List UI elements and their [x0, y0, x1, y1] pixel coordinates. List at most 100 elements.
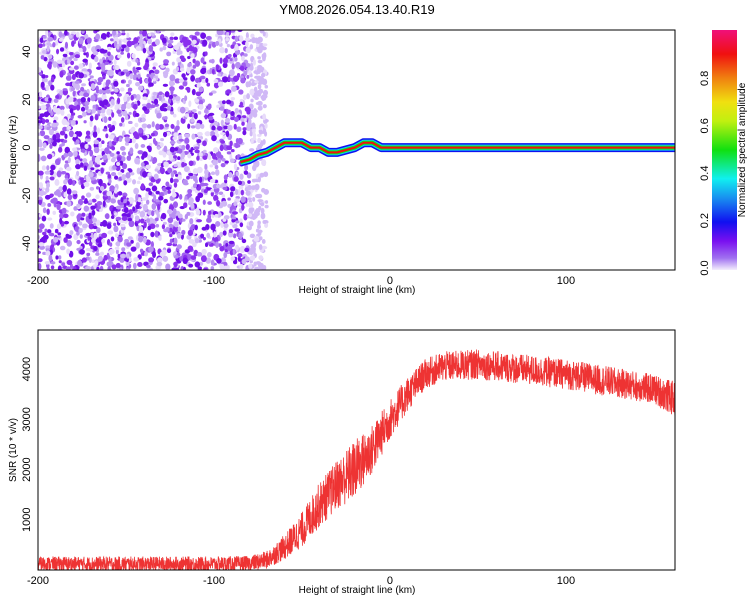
noise-point [237, 189, 241, 196]
noise-point [89, 75, 94, 79]
noise-point [98, 178, 103, 186]
noise-point [55, 255, 59, 260]
noise-point [206, 82, 211, 87]
noise-point [123, 180, 128, 186]
noise-point [81, 68, 88, 72]
noise-point [145, 264, 151, 269]
noise-point [192, 175, 198, 182]
noise-point [108, 179, 112, 184]
noise-point [233, 201, 238, 207]
noise-point [226, 151, 232, 155]
noise-point [38, 43, 43, 49]
noise-point [107, 195, 111, 201]
chart-title: YM08.2026.054.13.40.R19 [279, 2, 434, 17]
noise-point [154, 230, 159, 238]
noise-point [168, 94, 174, 100]
noise-point [243, 213, 248, 221]
noise-point [68, 250, 74, 258]
noise-point [239, 263, 244, 270]
noise-point [78, 47, 83, 52]
noise-point [167, 43, 172, 48]
noise-point [207, 103, 212, 111]
noise-point [217, 157, 222, 164]
noise-point [257, 199, 264, 203]
noise-point [249, 233, 256, 239]
noise-point [46, 182, 51, 189]
noise-point [91, 108, 96, 114]
noise-point [117, 191, 123, 196]
noise-point [256, 193, 263, 199]
noise-point [233, 176, 239, 182]
noise-point [207, 213, 212, 220]
noise-point [93, 139, 100, 145]
noise-point [66, 166, 72, 172]
noise-point [231, 218, 236, 223]
noise-point [129, 127, 136, 134]
noise-point [257, 64, 263, 70]
noise-point [155, 265, 160, 270]
noise-point [173, 155, 178, 159]
noise-point [97, 242, 103, 248]
noise-point [252, 246, 256, 253]
noise-point [257, 220, 261, 225]
noise-point [192, 46, 198, 54]
noise-point [101, 113, 106, 117]
noise-point [50, 76, 55, 83]
noise-point [257, 59, 263, 64]
noise-point [121, 122, 126, 128]
noise-point [208, 115, 214, 121]
noise-point [71, 180, 76, 186]
noise-point [210, 90, 217, 94]
noise-point [67, 58, 71, 65]
noise-point [162, 70, 169, 76]
noise-point [52, 105, 58, 113]
noise-point [228, 69, 235, 77]
noise-point [231, 216, 237, 220]
noise-point [49, 176, 55, 181]
noise-point [65, 233, 70, 238]
noise-point [186, 234, 192, 240]
noise-point [134, 122, 139, 128]
noise-point [83, 165, 88, 171]
noise-point [89, 115, 94, 122]
noise-point [170, 32, 175, 37]
noise-point [40, 104, 47, 111]
noise-point [225, 130, 230, 138]
noise-point [256, 229, 263, 234]
noise-point [128, 197, 135, 204]
noise-point [146, 124, 152, 129]
noise-point [124, 238, 130, 243]
noise-point [191, 88, 196, 96]
noise-point [249, 64, 254, 71]
noise-point [82, 58, 88, 63]
noise-point [151, 203, 157, 211]
noise-point [251, 128, 256, 134]
noise-point [211, 125, 216, 131]
noise-point [142, 236, 147, 244]
noise-point [111, 30, 117, 36]
noise-point [230, 44, 235, 49]
noise-point [68, 67, 75, 71]
noise-point [195, 91, 202, 97]
noise-point [252, 241, 257, 248]
noise-point [233, 163, 238, 171]
x-tick-label: -100 [203, 275, 225, 287]
noise-point [42, 43, 46, 47]
noise-point [78, 131, 82, 137]
noise-point [140, 218, 145, 224]
noise-point [153, 194, 157, 202]
noise-point [121, 30, 126, 34]
noise-point [80, 96, 86, 103]
noise-point [239, 101, 244, 107]
noise-point [120, 103, 127, 111]
noise-point [117, 253, 121, 259]
noise-point [200, 123, 205, 129]
noise-point [220, 113, 227, 119]
noise-point [196, 252, 203, 257]
noise-point [222, 57, 228, 64]
noise-point [48, 254, 53, 262]
noise-point [48, 97, 52, 102]
noise-point [214, 213, 219, 218]
noise-point [225, 37, 230, 42]
x-tick-label: -100 [203, 575, 225, 587]
